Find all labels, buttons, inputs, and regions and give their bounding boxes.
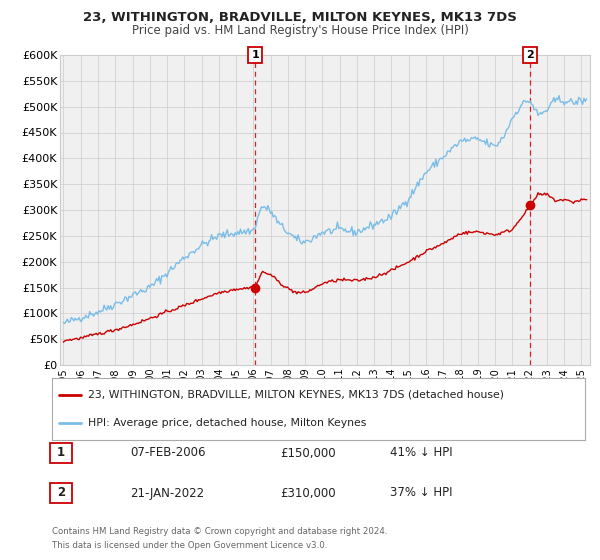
Text: HPI: Average price, detached house, Milton Keynes: HPI: Average price, detached house, Milt… [88, 418, 367, 428]
Text: 1: 1 [57, 446, 65, 460]
Text: 07-FEB-2006: 07-FEB-2006 [130, 446, 205, 460]
Text: 2: 2 [57, 487, 65, 500]
Text: 2: 2 [527, 50, 535, 60]
Text: 41% ↓ HPI: 41% ↓ HPI [390, 446, 452, 460]
Text: Contains HM Land Registry data © Crown copyright and database right 2024.: Contains HM Land Registry data © Crown c… [52, 528, 388, 536]
Text: This data is licensed under the Open Government Licence v3.0.: This data is licensed under the Open Gov… [52, 542, 328, 550]
Text: 23, WITHINGTON, BRADVILLE, MILTON KEYNES, MK13 7DS: 23, WITHINGTON, BRADVILLE, MILTON KEYNES… [83, 11, 517, 24]
Text: 21-JAN-2022: 21-JAN-2022 [130, 487, 204, 500]
Text: 23, WITHINGTON, BRADVILLE, MILTON KEYNES, MK13 7DS (detached house): 23, WITHINGTON, BRADVILLE, MILTON KEYNES… [88, 390, 504, 400]
Text: £310,000: £310,000 [280, 487, 335, 500]
Text: 37% ↓ HPI: 37% ↓ HPI [390, 487, 452, 500]
Text: Price paid vs. HM Land Registry's House Price Index (HPI): Price paid vs. HM Land Registry's House … [131, 24, 469, 36]
Text: 1: 1 [251, 50, 259, 60]
Text: £150,000: £150,000 [280, 446, 335, 460]
